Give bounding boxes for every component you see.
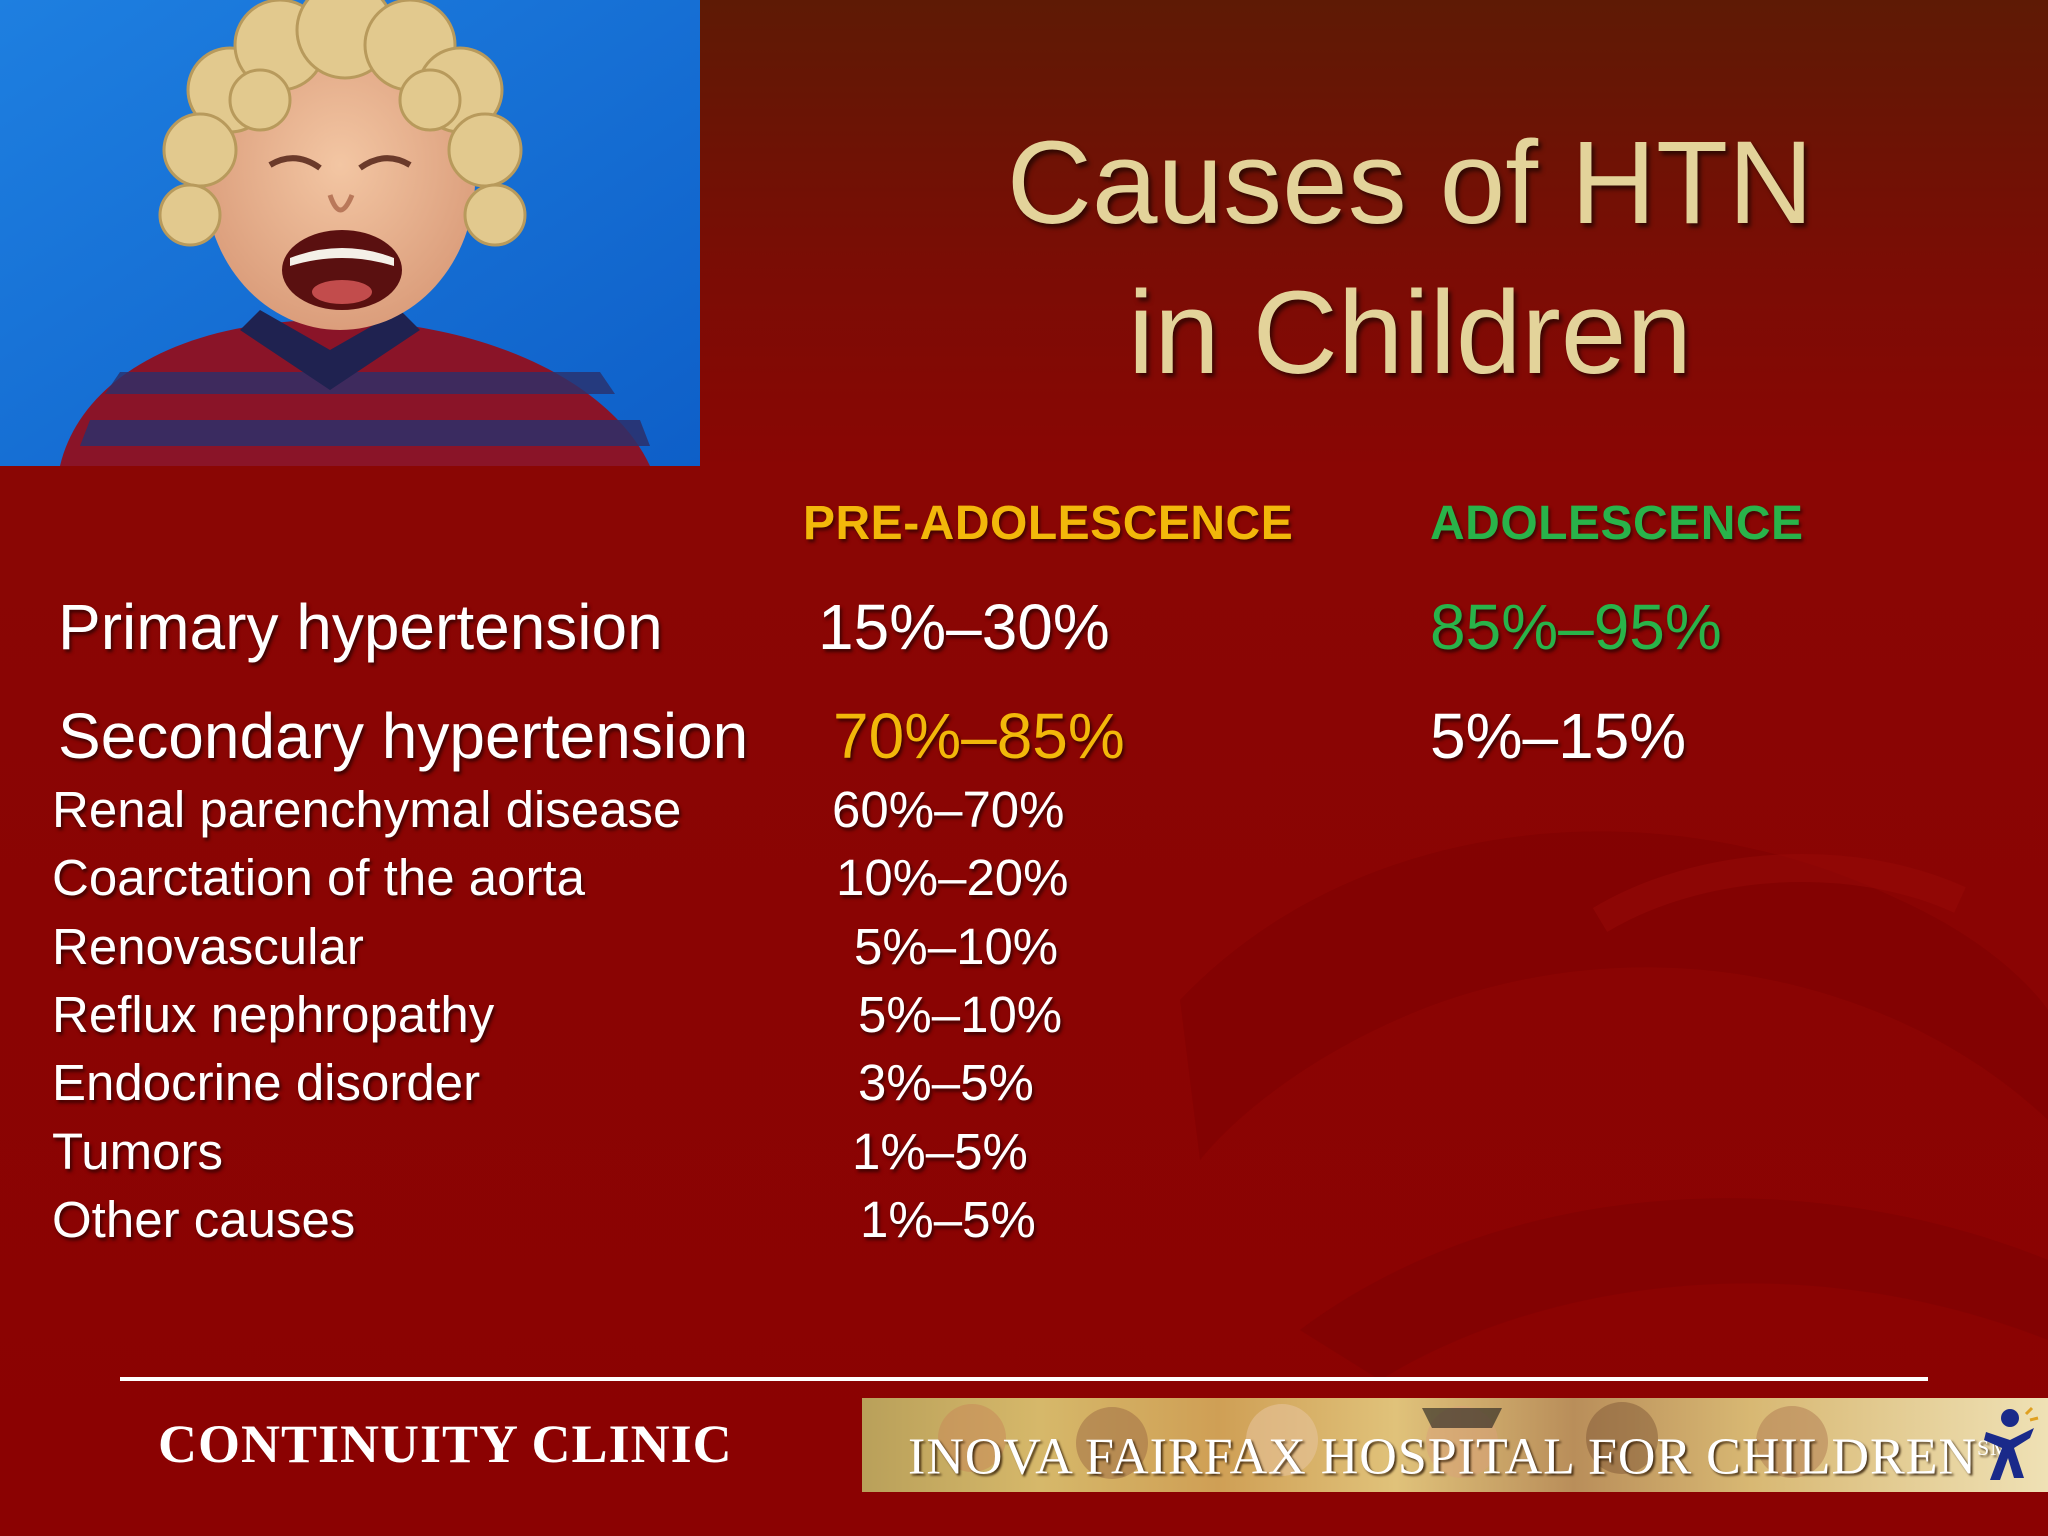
footer-divider	[120, 1377, 1928, 1381]
secondary-ado-value: 5%–15%	[1430, 700, 1687, 772]
cause-label: Reflux nephropathy	[52, 986, 495, 1043]
banner-hospital-text: INOVA FAIRFAX HOSPITAL FOR CHILDREN	[908, 1428, 1978, 1486]
cause-value: 60%–70%	[832, 781, 1065, 838]
column-header-adolescence: ADOLESCENCE	[1430, 497, 1804, 550]
title-line-2: in Children	[1127, 267, 1693, 399]
crying-child-photo	[0, 0, 700, 466]
primary-pre-value: 15%–30%	[818, 591, 1110, 663]
cause-label: Tumors	[52, 1123, 223, 1180]
secondary-pre-value: 70%–85%	[833, 700, 1125, 772]
secondary-label: Secondary hypertension	[58, 700, 749, 772]
cause-value: 1%–5%	[860, 1191, 1036, 1248]
banner-hospital-name: INOVA FAIRFAX HOSPITAL FOR CHILDRENSM	[908, 1416, 2011, 1489]
banner-children-art	[938, 1402, 1828, 1479]
cause-value: 10%–20%	[836, 849, 1069, 906]
cause-label: Coarctation of the aorta	[52, 849, 585, 906]
cause-value: 3%–5%	[858, 1054, 1034, 1111]
slide-title: Causes of HTN in Children	[880, 108, 1940, 408]
hospital-banner: INOVA FAIRFAX HOSPITAL FOR CHILDRENSM	[862, 1398, 2048, 1492]
cause-value: 1%–5%	[852, 1123, 1028, 1180]
cause-label: Renal parenchymal disease	[52, 781, 682, 838]
column-header-pre-adolescence: PRE-ADOLESCENCE	[803, 497, 1294, 550]
cause-label: Other causes	[52, 1191, 356, 1248]
cause-value: 5%–10%	[858, 986, 1063, 1043]
cause-label: Endocrine disorder	[52, 1054, 481, 1111]
cause-label: Renovascular	[52, 918, 364, 975]
inova-figure-logo	[1984, 1406, 2039, 1480]
cause-value: 5%–10%	[854, 918, 1059, 975]
primary-label: Primary hypertension	[58, 591, 663, 663]
title-line-1: Causes of HTN	[1006, 117, 1814, 249]
primary-ado-value: 85%–95%	[1430, 591, 1722, 663]
footer-clinic-name: CONTINUITY CLINIC	[158, 1414, 733, 1474]
